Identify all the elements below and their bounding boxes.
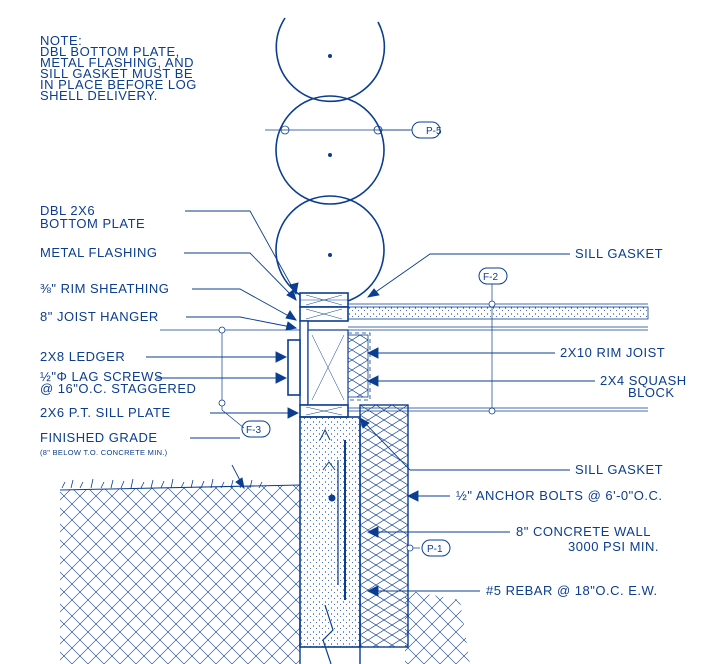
label-anchor-bolts: ½" ANCHOR BOLTS @ 6'-0"O.C. [456, 488, 663, 503]
label-rim-sheathing: ⅜" RIM SHEATHING [40, 281, 169, 296]
left-callouts: DBL 2X6 BOTTOM PLATE METAL FLASHING ⅜" R… [40, 203, 196, 457]
label-ledger: 2X8 LEDGER [40, 349, 125, 364]
label-finished-grade-note: (8" BELOW T.O. CONCRETE MIN.) [40, 448, 168, 457]
label-lag-screws: ½"Φ LAG SCREWS [40, 369, 163, 384]
label-dbl-2x6: DBL 2X6 [40, 203, 95, 218]
label-rim-joist: 2X10 RIM JOIST [560, 345, 665, 360]
label-squash-block: 2X4 SQUASH [600, 373, 687, 388]
bubble-p1-label: P-1 [427, 544, 443, 555]
label-finished-grade: FINISHED GRADE [40, 430, 158, 445]
note-line: DBL BOTTOM PLATE, [40, 44, 180, 59]
floor-system [160, 303, 649, 412]
bubble-f2-label: F-2 [483, 272, 498, 283]
leader-lines [146, 210, 595, 597]
label-sill-plate: 2X6 P.T. SILL PLATE [40, 405, 171, 420]
label-concrete-wall: 8" CONCRETE WALL [516, 524, 651, 539]
log-shell [265, 17, 410, 305]
label-sill-gasket-top: SILL GASKET [575, 246, 663, 261]
note-line: SILL GASKET MUST BE [40, 66, 193, 81]
bubble-f3-label: F-3 [246, 425, 261, 436]
label-metal-flashing: METAL FLASHING [40, 245, 158, 260]
bubble-p1 [421, 539, 451, 557]
label-bottom-plate: BOTTOM PLATE [40, 216, 145, 231]
label-joist-hanger: 8" JOIST HANGER [40, 309, 159, 324]
label-lag-spacing: @ 16"O.C. STAGGERED [40, 381, 196, 396]
label-sill-gasket-bottom: SILL GASKET [575, 462, 663, 477]
reference-bubbles [218, 121, 508, 557]
earth-hatch [59, 478, 470, 664]
bubble-p5-label: P-5 [426, 126, 442, 137]
right-callouts: SILL GASKET 2X10 RIM JOIST 2X4 SQUASH BL… [456, 246, 687, 598]
general-note: NOTE: DBL BOTTOM PLATE, METAL FLASHING, … [40, 33, 197, 103]
note-line: METAL FLASHING, AND [40, 55, 194, 70]
label-rebar: #5 REBAR @ 18"O.C. E.W. [486, 583, 658, 598]
bubble-f3 [241, 420, 271, 438]
note-line: NOTE: [40, 33, 82, 48]
note-line: SHELL DELIVERY. [40, 88, 158, 103]
label-concrete-strength: 3000 PSI MIN. [568, 539, 659, 554]
bubble-f2 [478, 267, 508, 285]
framing [287, 292, 371, 418]
concrete-wall [299, 404, 409, 664]
label-block: BLOCK [628, 385, 675, 400]
bubble-p5 [411, 121, 441, 139]
note-line: IN PLACE BEFORE LOG [40, 77, 197, 92]
